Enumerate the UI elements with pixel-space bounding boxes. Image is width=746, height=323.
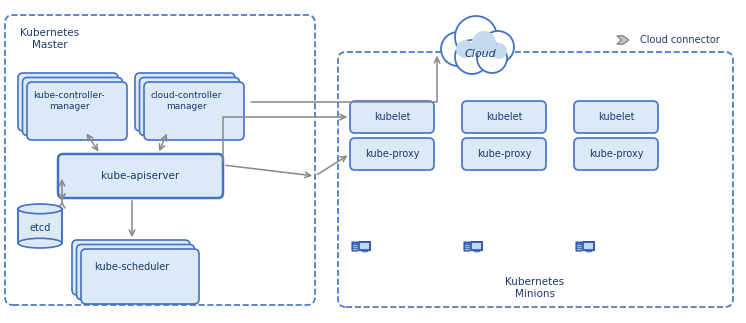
Bar (360, 243, 369, 249)
Circle shape (455, 40, 489, 74)
Bar (18, 209, 62, 243)
Circle shape (578, 249, 580, 250)
Bar (472, 243, 481, 249)
Circle shape (491, 43, 507, 59)
Text: Cloud: Cloud (464, 49, 496, 59)
FancyBboxPatch shape (77, 245, 195, 299)
FancyBboxPatch shape (135, 73, 235, 131)
Bar (441, 43, 515, 73)
FancyBboxPatch shape (22, 78, 122, 136)
Text: etcd: etcd (29, 223, 51, 233)
FancyBboxPatch shape (462, 101, 546, 133)
FancyBboxPatch shape (350, 138, 434, 170)
FancyBboxPatch shape (350, 101, 434, 133)
Circle shape (477, 43, 507, 73)
Text: kubelet: kubelet (374, 112, 410, 122)
Circle shape (472, 31, 496, 55)
Polygon shape (617, 36, 629, 44)
Text: kube-proxy: kube-proxy (477, 149, 531, 159)
Bar (584, 243, 593, 249)
Circle shape (482, 31, 514, 63)
FancyBboxPatch shape (576, 242, 582, 251)
FancyBboxPatch shape (18, 73, 118, 131)
FancyBboxPatch shape (81, 249, 199, 304)
Circle shape (456, 40, 474, 58)
FancyBboxPatch shape (462, 138, 546, 170)
FancyBboxPatch shape (359, 242, 370, 250)
Text: kubelet: kubelet (486, 112, 522, 122)
FancyBboxPatch shape (72, 240, 190, 295)
Circle shape (354, 249, 356, 250)
FancyBboxPatch shape (140, 78, 239, 136)
Ellipse shape (18, 204, 62, 214)
FancyBboxPatch shape (471, 242, 483, 250)
Text: kubelet: kubelet (598, 112, 634, 122)
Circle shape (441, 32, 475, 66)
Text: Kubernetes
Minions: Kubernetes Minions (506, 277, 565, 298)
Ellipse shape (18, 238, 62, 248)
FancyBboxPatch shape (352, 242, 358, 251)
Text: kube-proxy: kube-proxy (589, 149, 643, 159)
Text: kube-controller-
manager: kube-controller- manager (34, 91, 104, 111)
Text: Kubernetes
Master: Kubernetes Master (20, 28, 80, 50)
Circle shape (455, 16, 497, 58)
FancyBboxPatch shape (583, 242, 595, 250)
Text: cloud-controller
manager: cloud-controller manager (150, 91, 222, 111)
FancyBboxPatch shape (58, 154, 223, 198)
FancyBboxPatch shape (144, 82, 244, 140)
FancyBboxPatch shape (574, 138, 658, 170)
FancyBboxPatch shape (464, 242, 470, 251)
Text: kube-proxy: kube-proxy (365, 149, 419, 159)
FancyBboxPatch shape (27, 82, 127, 140)
Circle shape (466, 249, 468, 250)
Text: kube-scheduler: kube-scheduler (95, 263, 169, 273)
Text: Cloud connector: Cloud connector (640, 35, 720, 45)
FancyBboxPatch shape (574, 101, 658, 133)
Text: kube-apiserver: kube-apiserver (101, 171, 180, 181)
